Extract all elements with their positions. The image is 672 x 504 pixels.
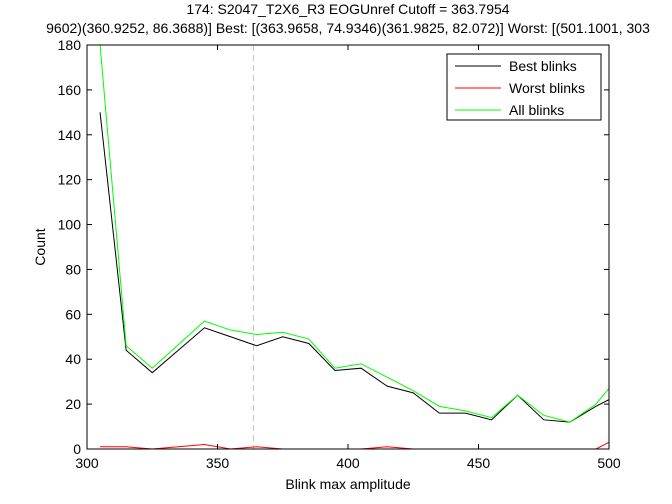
x-tick-label: 400	[336, 455, 360, 471]
y-tick-label: 20	[65, 396, 81, 412]
y-tick-label: 60	[65, 306, 81, 322]
x-tick-label: 350	[206, 455, 230, 471]
legend-box	[446, 53, 602, 121]
x-axis-label: Blink max amplitude	[285, 476, 410, 492]
y-tick-label: 180	[58, 37, 82, 53]
x-tick-label: 500	[597, 455, 621, 471]
y-axis-label: Count	[32, 228, 48, 265]
chart-title: 174: S2047_T2X6_R3 EOGUnref Cutoff = 363…	[186, 1, 509, 17]
y-tick-label: 160	[58, 82, 82, 98]
y-tick-label: 0	[73, 441, 81, 457]
y-tick-label: 140	[58, 127, 82, 143]
y-tick-label: 40	[65, 351, 81, 367]
legend-label: Worst blinks	[509, 80, 585, 96]
y-tick-label: 80	[65, 261, 81, 277]
chart-subtitle: 9602)(360.9252, 86.3688)] Best: [(363.96…	[46, 20, 650, 36]
legend-label: Best blinks	[509, 58, 577, 74]
series-line-best-blinks	[99, 112, 610, 423]
y-tick-label: 100	[58, 217, 82, 233]
x-tick-label: 300	[75, 455, 99, 471]
legend-label: All blinks	[509, 102, 564, 118]
y-tick-label: 120	[58, 172, 82, 188]
legend: Best blinks Worst blinks All blinks	[446, 53, 602, 121]
series-line-all-blinks	[99, 44, 610, 423]
x-tick-label: 450	[467, 455, 491, 471]
